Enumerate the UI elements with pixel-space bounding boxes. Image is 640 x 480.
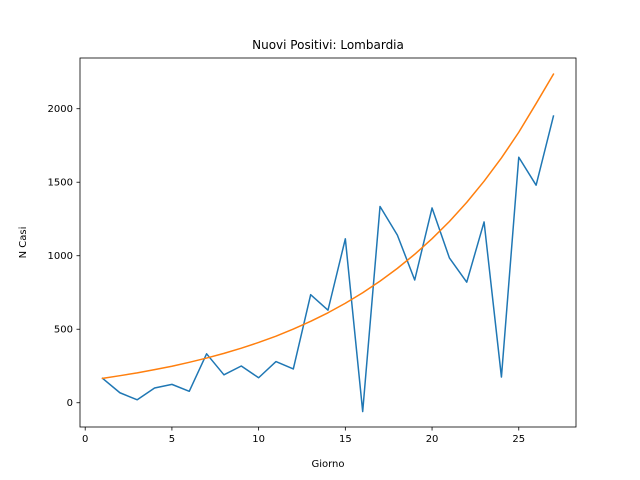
series-line-1	[101, 115, 555, 413]
axes-layer	[79, 57, 577, 428]
x-tick-label: 0	[82, 434, 88, 445]
plot-frame	[79, 57, 577, 428]
x-tick-label: 15	[339, 434, 352, 445]
y-tick-label: 1000	[48, 251, 73, 262]
x-tick-label: 20	[426, 434, 439, 445]
plot-area	[80, 58, 576, 427]
series-line-2	[101, 73, 555, 380]
y-tick-label: 500	[54, 325, 73, 336]
y-axis-ticks: 0 500 1000 1500 2000	[48, 104, 80, 409]
chart-title: Nuovi Positivi: Lombardia	[252, 38, 404, 52]
y-tick-label: 0	[67, 398, 73, 409]
y-axis-label: N Casi	[18, 227, 29, 259]
series-layer	[101, 73, 555, 413]
x-tick-label: 25	[512, 434, 525, 445]
x-tick-label: 5	[169, 434, 175, 445]
y-tick-label: 2000	[48, 104, 73, 115]
x-axis-label: Giorno	[311, 459, 344, 470]
y-tick-label: 1500	[48, 178, 73, 189]
x-tick-label: 10	[252, 434, 265, 445]
x-axis-ticks: 0 5 10 15 20 25	[82, 427, 525, 445]
